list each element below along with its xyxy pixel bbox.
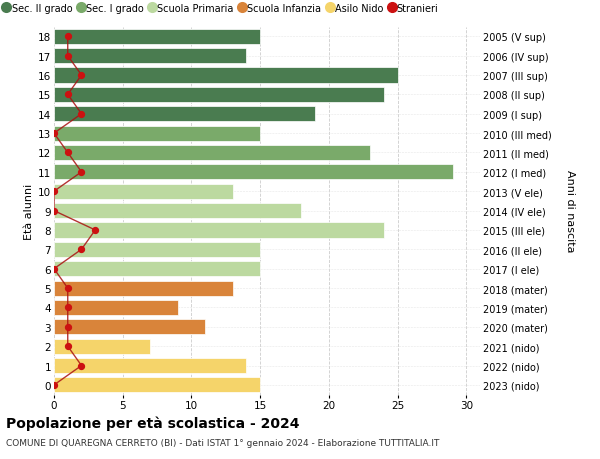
Bar (54, 262, 260, 277)
Point (63, 34, 73, 41)
Point (63, 150, 73, 157)
Point (63, 91, 73, 99)
Bar (54, 339, 150, 354)
Point (63, 285, 73, 292)
Bar (54, 281, 233, 296)
Bar (54, 358, 247, 373)
Y-axis label: Anni di nascita: Anni di nascita (565, 170, 575, 252)
Bar (54, 223, 384, 238)
Bar (54, 146, 370, 161)
Bar (54, 300, 178, 315)
Point (49, 188, 59, 196)
Bar (54, 378, 260, 392)
Y-axis label: Età alunni: Età alunni (24, 183, 34, 239)
Point (49, 207, 59, 215)
Point (63, 53, 73, 60)
Bar (54, 204, 301, 218)
Text: Popolazione per età scolastica - 2024: Popolazione per età scolastica - 2024 (6, 415, 299, 430)
Point (63, 324, 73, 331)
Bar (54, 30, 260, 45)
Bar (54, 49, 247, 64)
Point (91, 227, 100, 234)
Text: COMUNE DI QUAREGNA CERRETO (BI) - Dati ISTAT 1° gennaio 2024 - Elaborazione TUTT: COMUNE DI QUAREGNA CERRETO (BI) - Dati I… (6, 438, 439, 448)
Point (77, 169, 86, 176)
Bar (54, 88, 384, 103)
Bar (54, 68, 398, 84)
Bar (54, 242, 260, 257)
Bar (54, 319, 205, 335)
Point (49, 130, 59, 138)
Bar (54, 184, 233, 199)
Point (77, 246, 86, 253)
Point (77, 362, 86, 369)
Point (63, 343, 73, 350)
Legend: Sec. II grado, Sec. I grado, Scuola Primaria, Scuola Infanzia, Asilo Nido, Stran: Sec. II grado, Sec. I grado, Scuola Prim… (0, 0, 442, 18)
Point (77, 111, 86, 118)
Bar (54, 107, 315, 122)
Point (49, 381, 59, 389)
Point (49, 265, 59, 273)
Point (77, 72, 86, 79)
Point (63, 304, 73, 312)
Bar (54, 126, 260, 141)
Bar (54, 165, 452, 180)
